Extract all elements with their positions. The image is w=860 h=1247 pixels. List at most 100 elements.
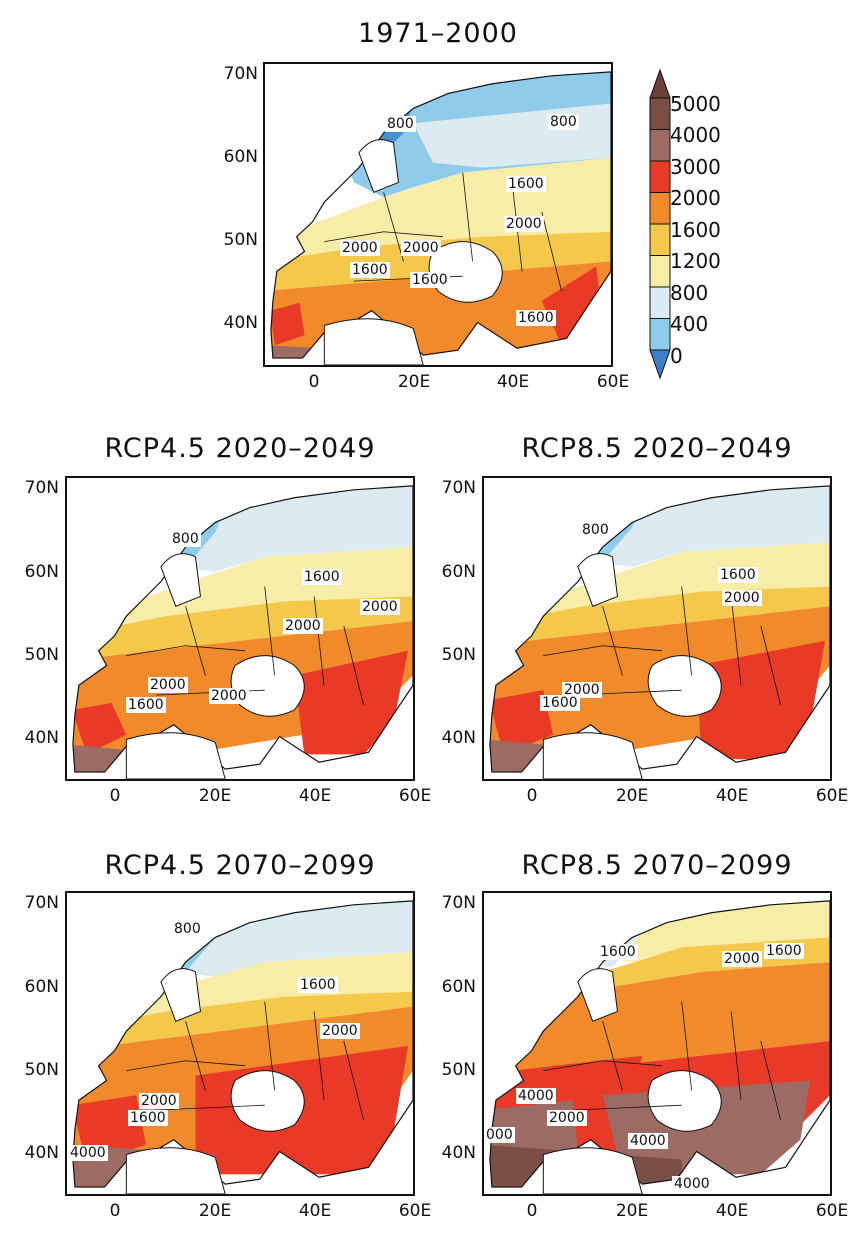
panel-title-rcp45-2070: RCP4.5 2070–2099 (104, 850, 376, 881)
coastline (270, 71, 611, 359)
lon-label-20e: 20E (615, 1201, 649, 1221)
contour-label: 2000 (360, 599, 400, 615)
country-border (681, 1001, 692, 1091)
climate-zone (489, 690, 554, 755)
colorbar-cell (649, 223, 671, 256)
contour-label: 800 (580, 522, 611, 538)
panel-title-rcp85-2070: RCP8.5 2070–2099 (521, 850, 793, 881)
lat-label-40n: 40N (24, 728, 59, 748)
map-1971-2000 (263, 62, 613, 367)
lat-label-50n: 50N (441, 645, 476, 665)
lon-label-0: 0 (109, 786, 121, 806)
lon-label-60e: 60E (596, 372, 630, 392)
sea (577, 968, 618, 1022)
sea (577, 553, 618, 607)
colorbar-upper-arrow (649, 68, 671, 99)
country-border (155, 1104, 265, 1111)
contour-label: 2000 (340, 240, 380, 256)
country-border (185, 1021, 206, 1091)
contour-label: 2000 (148, 677, 188, 693)
climate-zone (541, 266, 602, 346)
sea (160, 968, 201, 1022)
colorbar-label: 800 (670, 281, 709, 305)
colorbar-cell (649, 129, 671, 162)
climate-zone (489, 900, 830, 963)
colorbar-label: 1200 (670, 249, 721, 273)
lon-label-40e: 40E (715, 786, 749, 806)
climate-zone (270, 302, 305, 346)
lon-label-0: 0 (109, 1201, 121, 1221)
sea (125, 732, 226, 779)
contour-label: 2000 (547, 1110, 587, 1126)
contour-label: 2000 (320, 1023, 360, 1039)
climate-zone (72, 703, 127, 755)
country-border (602, 606, 623, 676)
country-border (760, 625, 781, 706)
contour-label: 800 (172, 921, 203, 937)
colorbar-label: 2000 (670, 186, 721, 210)
colorbar-cell (649, 286, 671, 319)
colorbar-label: 0 (670, 344, 683, 368)
country-border (541, 211, 562, 292)
colorbar-cell (649, 255, 671, 288)
lon-label-40e: 40E (298, 1201, 332, 1221)
contour-label: 1600 (128, 1110, 168, 1126)
lat-label-70n: 70N (441, 893, 476, 913)
coastline (72, 900, 413, 1188)
contour-label: 2000 (401, 240, 441, 256)
colorbar-label: 3000 (670, 155, 721, 179)
sea (647, 655, 722, 717)
lat-label-60n: 60N (223, 147, 258, 167)
map-rcp85-2070 (482, 891, 832, 1196)
coastline (489, 485, 830, 773)
climate-zone (270, 345, 325, 359)
lat-label-40n: 40N (441, 728, 476, 748)
colorbar (649, 68, 671, 380)
panel-title-rcp85-2020: RCP8.5 2020–2049 (521, 433, 793, 464)
contour-label: 000 (484, 1127, 515, 1143)
lat-label-70n: 70N (441, 478, 476, 498)
contour-label: 1600 (302, 569, 342, 585)
lon-label-60e: 60E (815, 1201, 849, 1221)
lon-label-20e: 20E (615, 786, 649, 806)
country-border (602, 1021, 623, 1091)
colorbar-lower-arrow (649, 349, 671, 380)
contour-label: 1600 (718, 567, 758, 583)
lon-label-20e: 20E (198, 1201, 232, 1221)
climate-zone (72, 485, 413, 572)
contour-label: 4000 (516, 1088, 556, 1104)
sea (542, 732, 643, 779)
lon-label-60e: 60E (815, 786, 849, 806)
coastline (489, 900, 830, 1188)
lat-label-40n: 40N (24, 1143, 59, 1163)
country-border (543, 1060, 662, 1072)
colorbar-label: 1600 (670, 218, 721, 242)
colorbar-cell (649, 97, 671, 130)
lat-label-60n: 60N (441, 977, 476, 997)
climate-zone (489, 962, 830, 1081)
sea (647, 1070, 722, 1132)
country-border (760, 1040, 781, 1121)
lon-label-0: 0 (526, 786, 538, 806)
country-border (343, 625, 364, 706)
sea (230, 655, 305, 717)
contour-label: 800 (385, 116, 416, 132)
panel-title-1971-2000: 1971–2000 (358, 18, 518, 49)
coastline (72, 485, 413, 773)
sea (358, 139, 399, 193)
lon-label-60e: 60E (398, 786, 432, 806)
lon-label-40e: 40E (496, 372, 530, 392)
map-rcp45-2020 (65, 476, 415, 781)
climate-zone (72, 991, 413, 1051)
map-rcp85-2020 (482, 476, 832, 781)
country-border (343, 1040, 364, 1121)
country-border (126, 645, 245, 657)
lon-label-20e: 20E (397, 372, 431, 392)
contour-label: 800 (548, 114, 579, 130)
country-border (462, 172, 473, 262)
contour-label: 4000 (68, 1145, 108, 1161)
climate-zone (489, 542, 830, 627)
lon-label-20e: 20E (198, 786, 232, 806)
lon-label-0: 0 (308, 372, 320, 392)
sea (160, 553, 201, 607)
